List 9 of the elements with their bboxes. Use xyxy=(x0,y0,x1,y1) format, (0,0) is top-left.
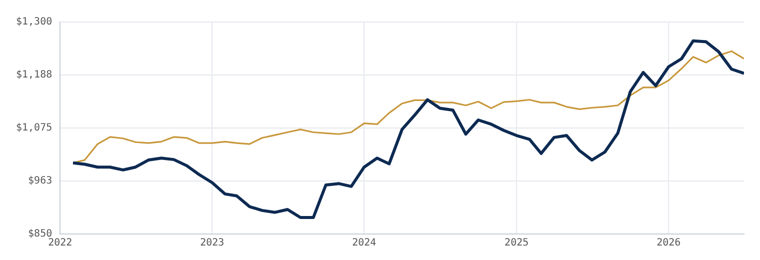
x-tick-label: 2024 xyxy=(352,238,376,249)
y-tick-label: $1,300 xyxy=(16,16,52,28)
y-tick-label: $1,188 xyxy=(16,70,52,81)
x-tick-label: 2022 xyxy=(48,238,72,249)
y-tick-label: $963 xyxy=(28,176,52,187)
y-tick-label: $1,075 xyxy=(16,122,52,134)
x-tick-label: 2023 xyxy=(200,238,224,249)
x-tick-label: 2026 xyxy=(656,238,681,249)
x-tick-label: 2025 xyxy=(504,238,529,249)
